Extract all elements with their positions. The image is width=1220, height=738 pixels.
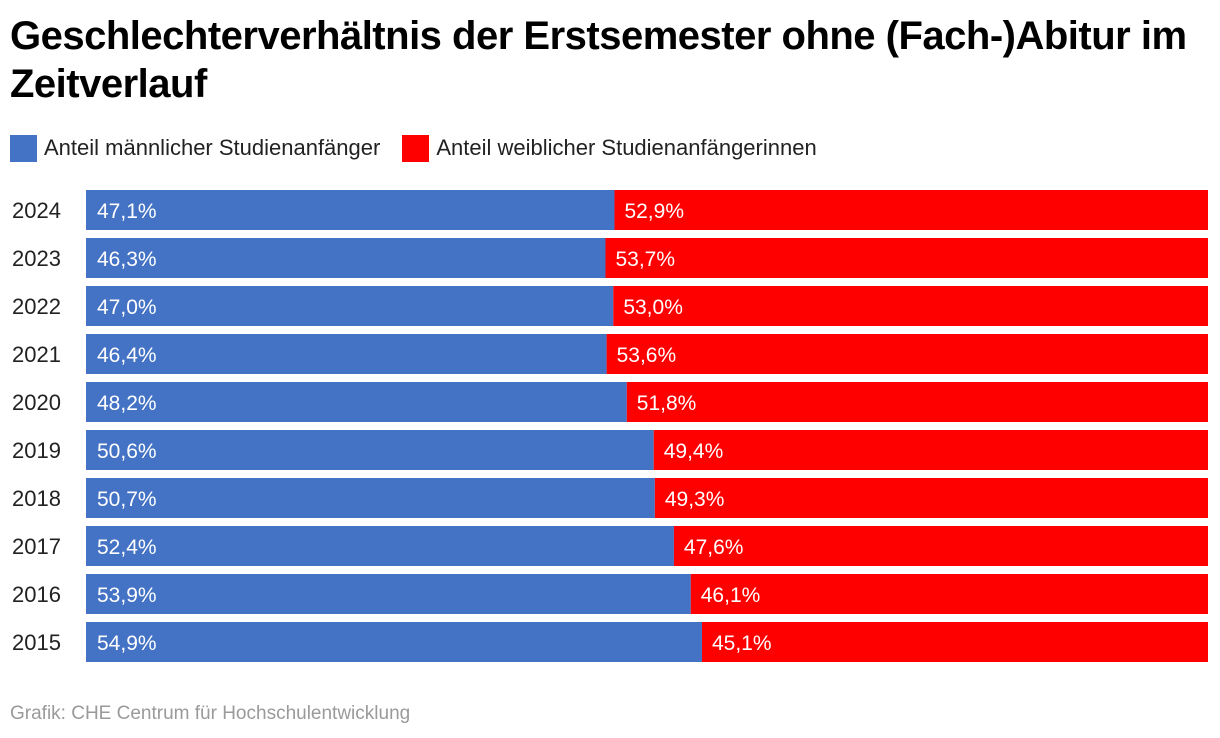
bar-segment-male-2018: [86, 478, 655, 518]
legend-label-male: Anteil männlicher Studienanfänger: [44, 135, 381, 160]
data-label-male-2019: 50,6%: [97, 440, 157, 463]
data-label-male-2017: 52,4%: [97, 536, 157, 559]
bar-segment-female-2022: [613, 286, 1208, 326]
legend-label-female: Anteil weiblicher Studienanfängerinnen: [436, 135, 817, 160]
stacked-bar-chart: 2024 47,1% 52,9% 2023 46,3% 53,7% 2022 47,0% 53,…: [12, 190, 1208, 662]
chart-title: Geschlechterverhältnis der Erstsemester …: [10, 14, 1187, 106]
category-label-2023: 2023: [12, 246, 61, 271]
category-label-2021: 2021: [12, 342, 61, 367]
category-label-2018: 2018: [12, 486, 61, 511]
bar-segment-male-2019: [86, 430, 654, 470]
source-credit: Grafik: CHE Centrum für Hochschulentwick…: [10, 703, 411, 724]
category-label-2019: 2019: [12, 438, 61, 463]
data-label-male-2024: 47,1%: [97, 200, 157, 223]
bar-segment-female-2015: [701, 622, 1208, 662]
data-label-female-2015: 45,1%: [712, 632, 772, 655]
bar-segment-male-2021: [86, 334, 607, 374]
bar-segment-female-2020: [626, 382, 1208, 422]
legend-item-male: Anteil männlicher Studienanfänger: [10, 134, 381, 162]
bar-segment-male-2024: [86, 190, 615, 230]
bar-segment-male-2022: [86, 286, 614, 326]
data-label-female-2022: 53,0%: [623, 296, 683, 319]
data-label-male-2015: 54,9%: [97, 632, 157, 655]
data-label-female-2019: 49,4%: [664, 440, 724, 463]
bar-segment-male-2016: [86, 574, 691, 614]
category-label-2017: 2017: [12, 534, 61, 559]
bar-segment-female-2018: [654, 478, 1208, 518]
legend-swatch-male: [10, 134, 37, 162]
category-label-2016: 2016: [12, 582, 61, 607]
bar-segment-female-2021: [606, 334, 1208, 374]
bar-segment-male-2015: [86, 622, 702, 662]
data-label-male-2021: 46,4%: [97, 344, 157, 367]
data-label-male-2020: 48,2%: [97, 392, 157, 415]
category-label-2015: 2015: [12, 630, 61, 655]
data-label-female-2016: 46,1%: [701, 584, 761, 607]
legend-swatch-female: [402, 134, 430, 162]
data-label-female-2021: 53,6%: [617, 344, 677, 367]
data-label-female-2020: 51,8%: [637, 392, 697, 415]
bar-segment-male-2017: [86, 526, 674, 566]
data-label-male-2016: 53,9%: [97, 584, 157, 607]
category-label-2020: 2020: [12, 390, 61, 415]
data-label-female-2024: 52,9%: [624, 200, 684, 223]
data-label-male-2023: 46,3%: [97, 248, 157, 271]
bar-segment-male-2023: [86, 238, 606, 278]
legend: Anteil männlicher Studienanfänger Anteil…: [10, 134, 839, 162]
data-label-male-2022: 47,0%: [97, 296, 157, 319]
category-label-2024: 2024: [12, 198, 61, 223]
data-label-female-2017: 47,6%: [684, 536, 744, 559]
data-label-male-2018: 50,7%: [97, 488, 157, 511]
bar-segment-female-2016: [690, 574, 1208, 614]
bar-segment-female-2019: [653, 430, 1208, 470]
bar-segment-female-2024: [614, 190, 1208, 230]
bar-segment-female-2017: [673, 526, 1208, 566]
data-label-female-2018: 49,3%: [665, 488, 725, 511]
legend-item-female: Anteil weiblicher Studienanfängerinnen: [402, 134, 817, 162]
data-label-female-2023: 53,7%: [615, 248, 675, 271]
category-label-2022: 2022: [12, 294, 61, 319]
bar-segment-male-2020: [86, 382, 627, 422]
bar-segment-female-2023: [605, 238, 1208, 278]
